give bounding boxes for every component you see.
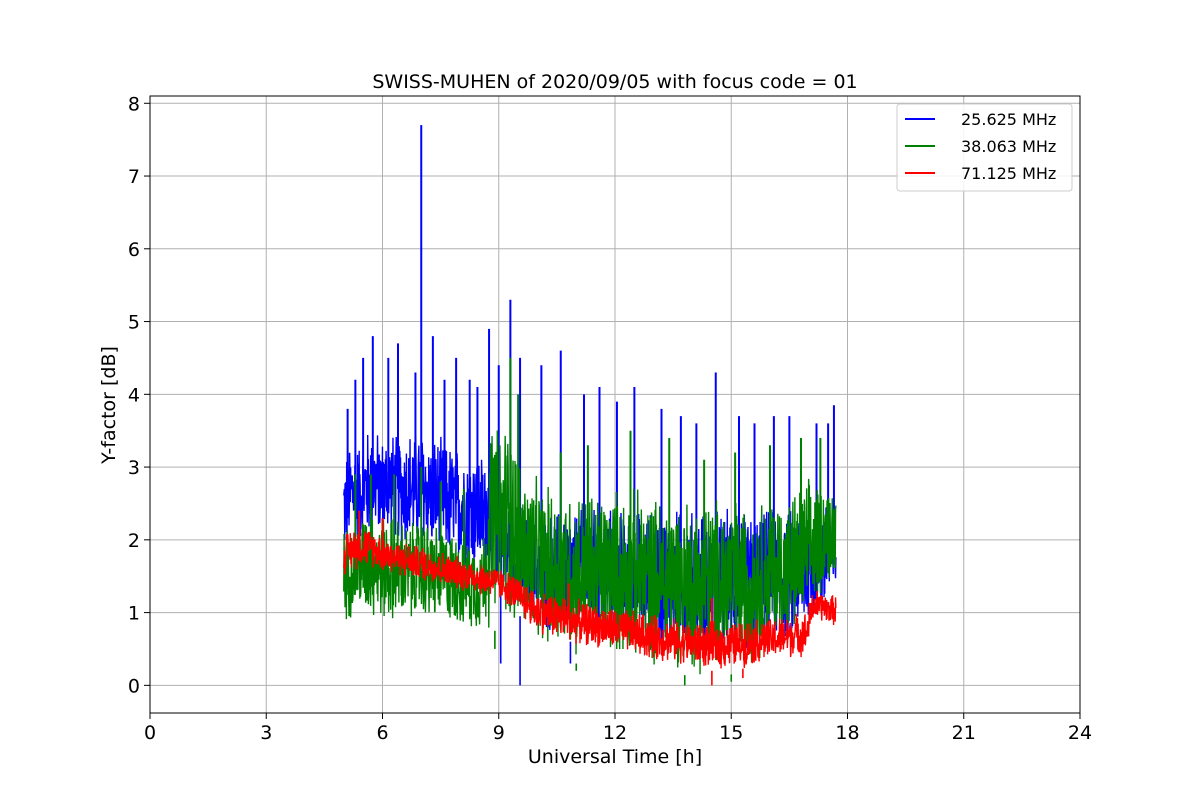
series-1-trace: [343, 357, 837, 686]
series-line: [343, 430, 837, 675]
y-tick-label: 8: [128, 93, 140, 115]
x-axis-label: Universal Time [h]: [528, 746, 702, 768]
legend-label: 71.125 MHz: [961, 164, 1056, 183]
y-axis-label: Y-factor [dB]: [98, 346, 120, 465]
y-tick-label: 7: [128, 166, 140, 188]
y-tick-label: 5: [128, 312, 140, 334]
legend-label: 38.063 MHz: [961, 137, 1056, 156]
series-line: [343, 529, 837, 669]
x-tick-label: 21: [952, 722, 976, 744]
y-tick-label: 0: [128, 675, 140, 697]
plot-area: [343, 125, 837, 686]
grid: [149, 96, 1081, 713]
y-tick-label: 6: [128, 239, 140, 261]
x-tick-label: 6: [376, 722, 388, 744]
legend: 25.625 MHz 38.063 MHz 71.125 MHz: [896, 103, 1073, 192]
x-tick-label: 15: [719, 722, 743, 744]
series-2-trace: [343, 510, 837, 686]
x-tick-label: 12: [603, 722, 627, 744]
chart-title: SWISS-MUHEN of 2020/09/05 with focus cod…: [372, 71, 857, 93]
x-tick-label: 24: [1068, 722, 1092, 744]
y-tick-label: 1: [128, 603, 140, 625]
legend-box: [896, 103, 1073, 192]
y-axis: 0 1 2 3 4 5 6 7 8: [128, 93, 150, 697]
y-tick-label: 4: [128, 384, 140, 406]
x-tick-label: 18: [835, 722, 859, 744]
y-tick-label: 2: [128, 530, 140, 552]
x-axis: 0 3 6 9 12 15 18 21 24: [144, 713, 1092, 744]
y-tick-label: 3: [128, 457, 140, 479]
x-tick-label: 3: [260, 722, 272, 744]
x-tick-label: 9: [493, 722, 505, 744]
x-tick-label: 0: [144, 722, 156, 744]
legend-label: 25.625 MHz: [961, 110, 1056, 129]
